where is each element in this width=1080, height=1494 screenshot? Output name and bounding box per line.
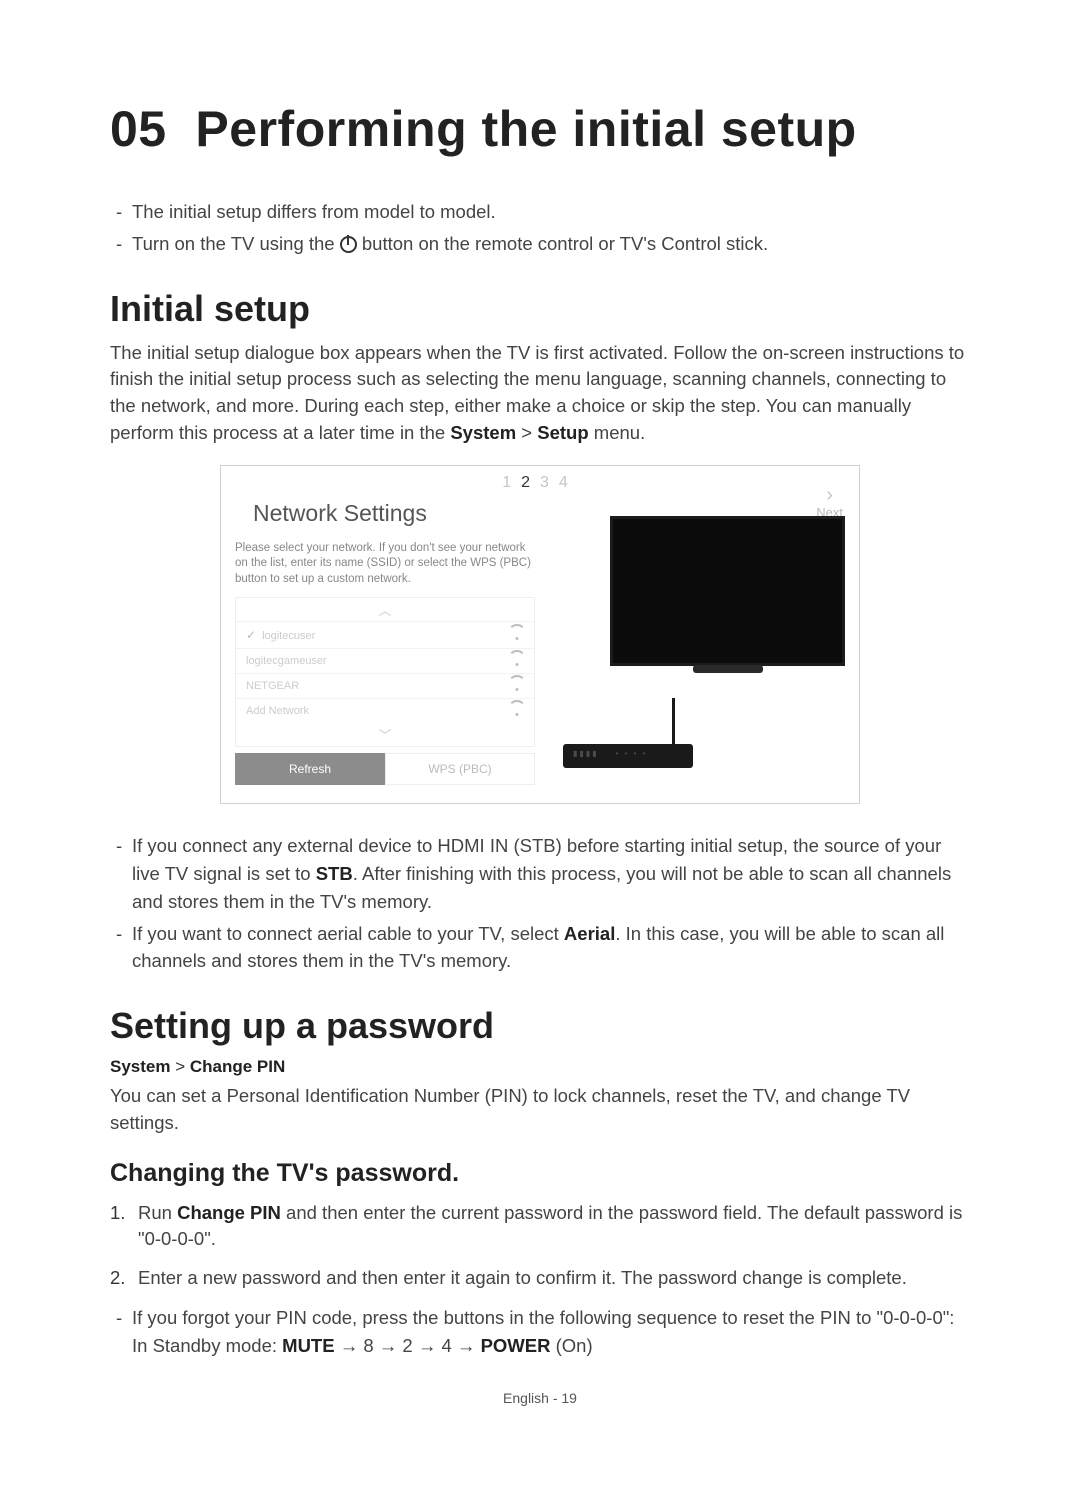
step: Run Change PIN and then enter the curren… [110, 1200, 970, 1254]
intro-bullet: The initial setup differs from model to … [110, 198, 970, 226]
wps-button[interactable]: WPS (PBC) [385, 753, 535, 785]
post-shot-bullets: If you connect any external device to HD… [110, 832, 970, 975]
menu-path: System > Change PIN [110, 1057, 970, 1077]
setup-wizard-screenshot: 1234 › Next Network Settings Please sele… [220, 465, 860, 805]
panel-description: Please select your network. If you don't… [235, 541, 535, 588]
scroll-down-icon[interactable]: ﹀ [236, 723, 534, 746]
step: Enter a new password and then enter it a… [110, 1265, 970, 1292]
step: 4 [559, 474, 578, 491]
chapter-title: 05 Performing the initial setup [110, 100, 970, 158]
section-password: Setting up a password [110, 1005, 970, 1047]
router-illustration [563, 744, 693, 768]
page-footer: English - 19 [110, 1390, 970, 1406]
network-list: ︿ ✓logitecuser logitecgameuser NETGEAR A… [235, 597, 535, 747]
illustration [553, 494, 845, 774]
bullet: If you forgot your PIN code, press the b… [110, 1304, 970, 1360]
step: 1 [502, 474, 521, 491]
intro-bullets: The initial setup differs from model to … [110, 198, 970, 258]
chapter-number: 05 [110, 101, 167, 157]
network-row[interactable]: logitecgameuser [236, 648, 534, 673]
change-password-steps: Run Change PIN and then enter the curren… [110, 1200, 970, 1292]
tv-illustration [610, 516, 845, 666]
network-row[interactable]: NETGEAR [236, 673, 534, 698]
scroll-up-icon[interactable]: ︿ [236, 598, 534, 621]
network-row[interactable]: ✓logitecuser [236, 621, 534, 648]
step-current: 2 [521, 474, 540, 491]
step: 3 [540, 474, 559, 491]
wifi-secure-icon [510, 630, 524, 640]
bullet: If you connect any external device to HD… [110, 832, 970, 915]
forgot-pin-note: If you forgot your PIN code, press the b… [110, 1304, 970, 1360]
refresh-button[interactable]: Refresh [235, 753, 385, 785]
network-row[interactable]: Add Network [236, 698, 534, 723]
bullet: If you want to connect aerial cable to y… [110, 920, 970, 976]
intro-bullet: Turn on the TV using the button on the r… [110, 230, 970, 258]
wifi-icon [510, 681, 524, 691]
initial-setup-paragraph: The initial setup dialogue box appears w… [110, 340, 970, 447]
wifi-icon [510, 656, 524, 666]
wizard-step-indicator: 1234 [221, 474, 859, 492]
password-paragraph: You can set a Personal Identification Nu… [110, 1083, 970, 1137]
section-initial-setup: Initial setup [110, 288, 970, 330]
power-icon [340, 236, 357, 253]
check-icon: ✓ [246, 628, 256, 642]
chapter-name: Performing the initial setup [195, 101, 856, 157]
panel-title: Network Settings [253, 500, 535, 527]
subsection-change-password: Changing the TV's password. [110, 1159, 970, 1188]
wifi-icon [510, 706, 524, 716]
